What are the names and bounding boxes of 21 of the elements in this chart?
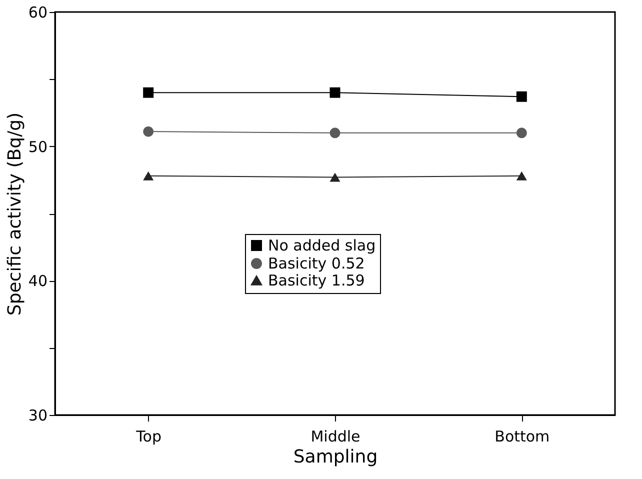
point <box>330 128 340 138</box>
point <box>516 91 527 102</box>
legend-label: Basicity 0.52 <box>268 254 365 272</box>
x-axis-title: Sampling <box>293 446 378 468</box>
legend-label: No added slag <box>268 236 376 254</box>
x-tick-label: Bottom <box>494 428 550 446</box>
point <box>330 87 340 98</box>
point <box>143 126 154 137</box>
point <box>143 171 154 180</box>
point <box>143 87 154 98</box>
y-tick-label: 50 <box>28 138 48 156</box>
point <box>330 172 340 182</box>
y-axis-title: Specific activity (Bq/g) <box>4 112 26 316</box>
point <box>516 128 527 138</box>
legend-label: Basicity 1.59 <box>268 272 365 290</box>
point <box>516 171 527 180</box>
x-tick-label: Top <box>135 428 162 446</box>
y-tick-label: 40 <box>28 272 48 290</box>
x-tick-label: Middle <box>310 428 360 446</box>
y-tick-label: 60 <box>28 4 48 22</box>
y-tick-label: 30 <box>28 406 48 424</box>
